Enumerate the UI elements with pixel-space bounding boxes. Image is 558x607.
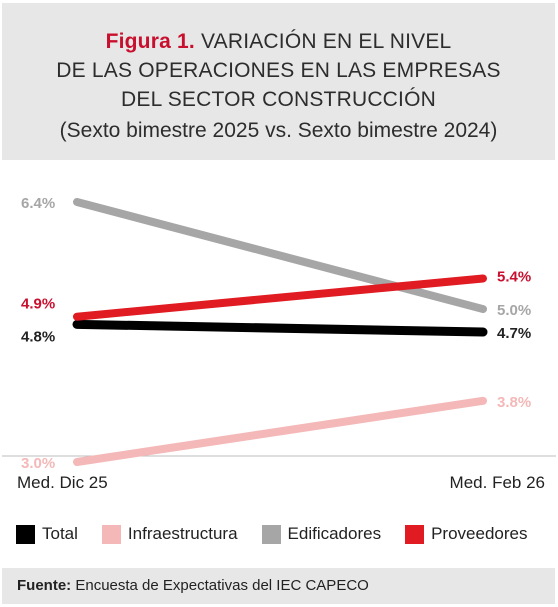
chart-header: Figura 1. VARIACIÓN EN EL NIVEL DE LAS O…: [2, 3, 555, 160]
data-label-total-start: 4.8%: [21, 328, 55, 345]
source-label: Fuente:: [17, 577, 72, 594]
series-line-total: [72, 319, 488, 337]
data-label-proveedores-start: 4.9%: [21, 296, 55, 313]
figure-label: Figura 1.: [105, 30, 195, 53]
legend-item-proveedores: Proveedores: [405, 524, 527, 544]
chart-subtitle: (Sexto bimestre 2025 vs. Sexto bimestre …: [59, 119, 498, 142]
legend-label-proveedores: Proveedores: [431, 524, 528, 543]
source-footer: Fuente: Encuesta de Expectativas del IEC…: [2, 568, 555, 604]
x-tick-label-1: Med. Feb 26: [450, 473, 545, 492]
legend-label-edificadores: Edificadores: [287, 524, 382, 543]
data-label-infraestructura-end: 3.8%: [497, 394, 531, 411]
legend-swatch-total: [16, 524, 35, 544]
legend-item-edificadores: Edificadores: [261, 524, 382, 544]
data-label-proveedores-end: 5.4%: [497, 268, 531, 285]
series-line-edificadores: [73, 198, 487, 314]
legend-swatch-proveedores: [405, 524, 425, 544]
data-label-edificadores-start: 6.4%: [21, 195, 55, 212]
data-label-total-end: 4.7%: [497, 325, 531, 342]
chart-title-line-3: DEL SECTOR CONSTRUCCIÓN: [121, 88, 436, 111]
x-tick-label-0: Med. Dic 25: [17, 473, 108, 492]
chart-title-line-2: DE LAS OPERACIONES EN LAS EMPRESAS: [56, 59, 501, 82]
legend-item-infraestructura: Infraestructura: [101, 524, 238, 544]
legend-swatch-infraestructura: [101, 524, 121, 544]
chart-legend: Total Infraestructura Edificadores Proveedo…: [16, 520, 551, 548]
line-chart: Med. Dic 25 Med. Feb 26 6.4% 5.0% 3.0% 3.8% 4.…: [2, 195, 556, 492]
title-text-1: VARIACIÓN EN EL NIVEL: [200, 30, 452, 53]
series-line-infraestructura: [73, 396, 487, 466]
chart-title-line-1: Figura 1. VARIACIÓN EN EL NIVEL: [2, 27, 555, 56]
source-text: Encuesta de Expectativas del IEC CAPECO: [75, 577, 369, 594]
legend-label-total: Total: [42, 524, 78, 543]
data-label-infraestructura-start: 3.0%: [21, 455, 55, 472]
legend-swatch-edificadores: [261, 524, 281, 544]
data-label-edificadores-end: 5.0%: [497, 302, 531, 319]
legend-label-infraestructura: Infraestructura: [127, 524, 238, 543]
series-line-proveedores: [73, 274, 487, 321]
legend-item-total: Total: [16, 524, 78, 544]
